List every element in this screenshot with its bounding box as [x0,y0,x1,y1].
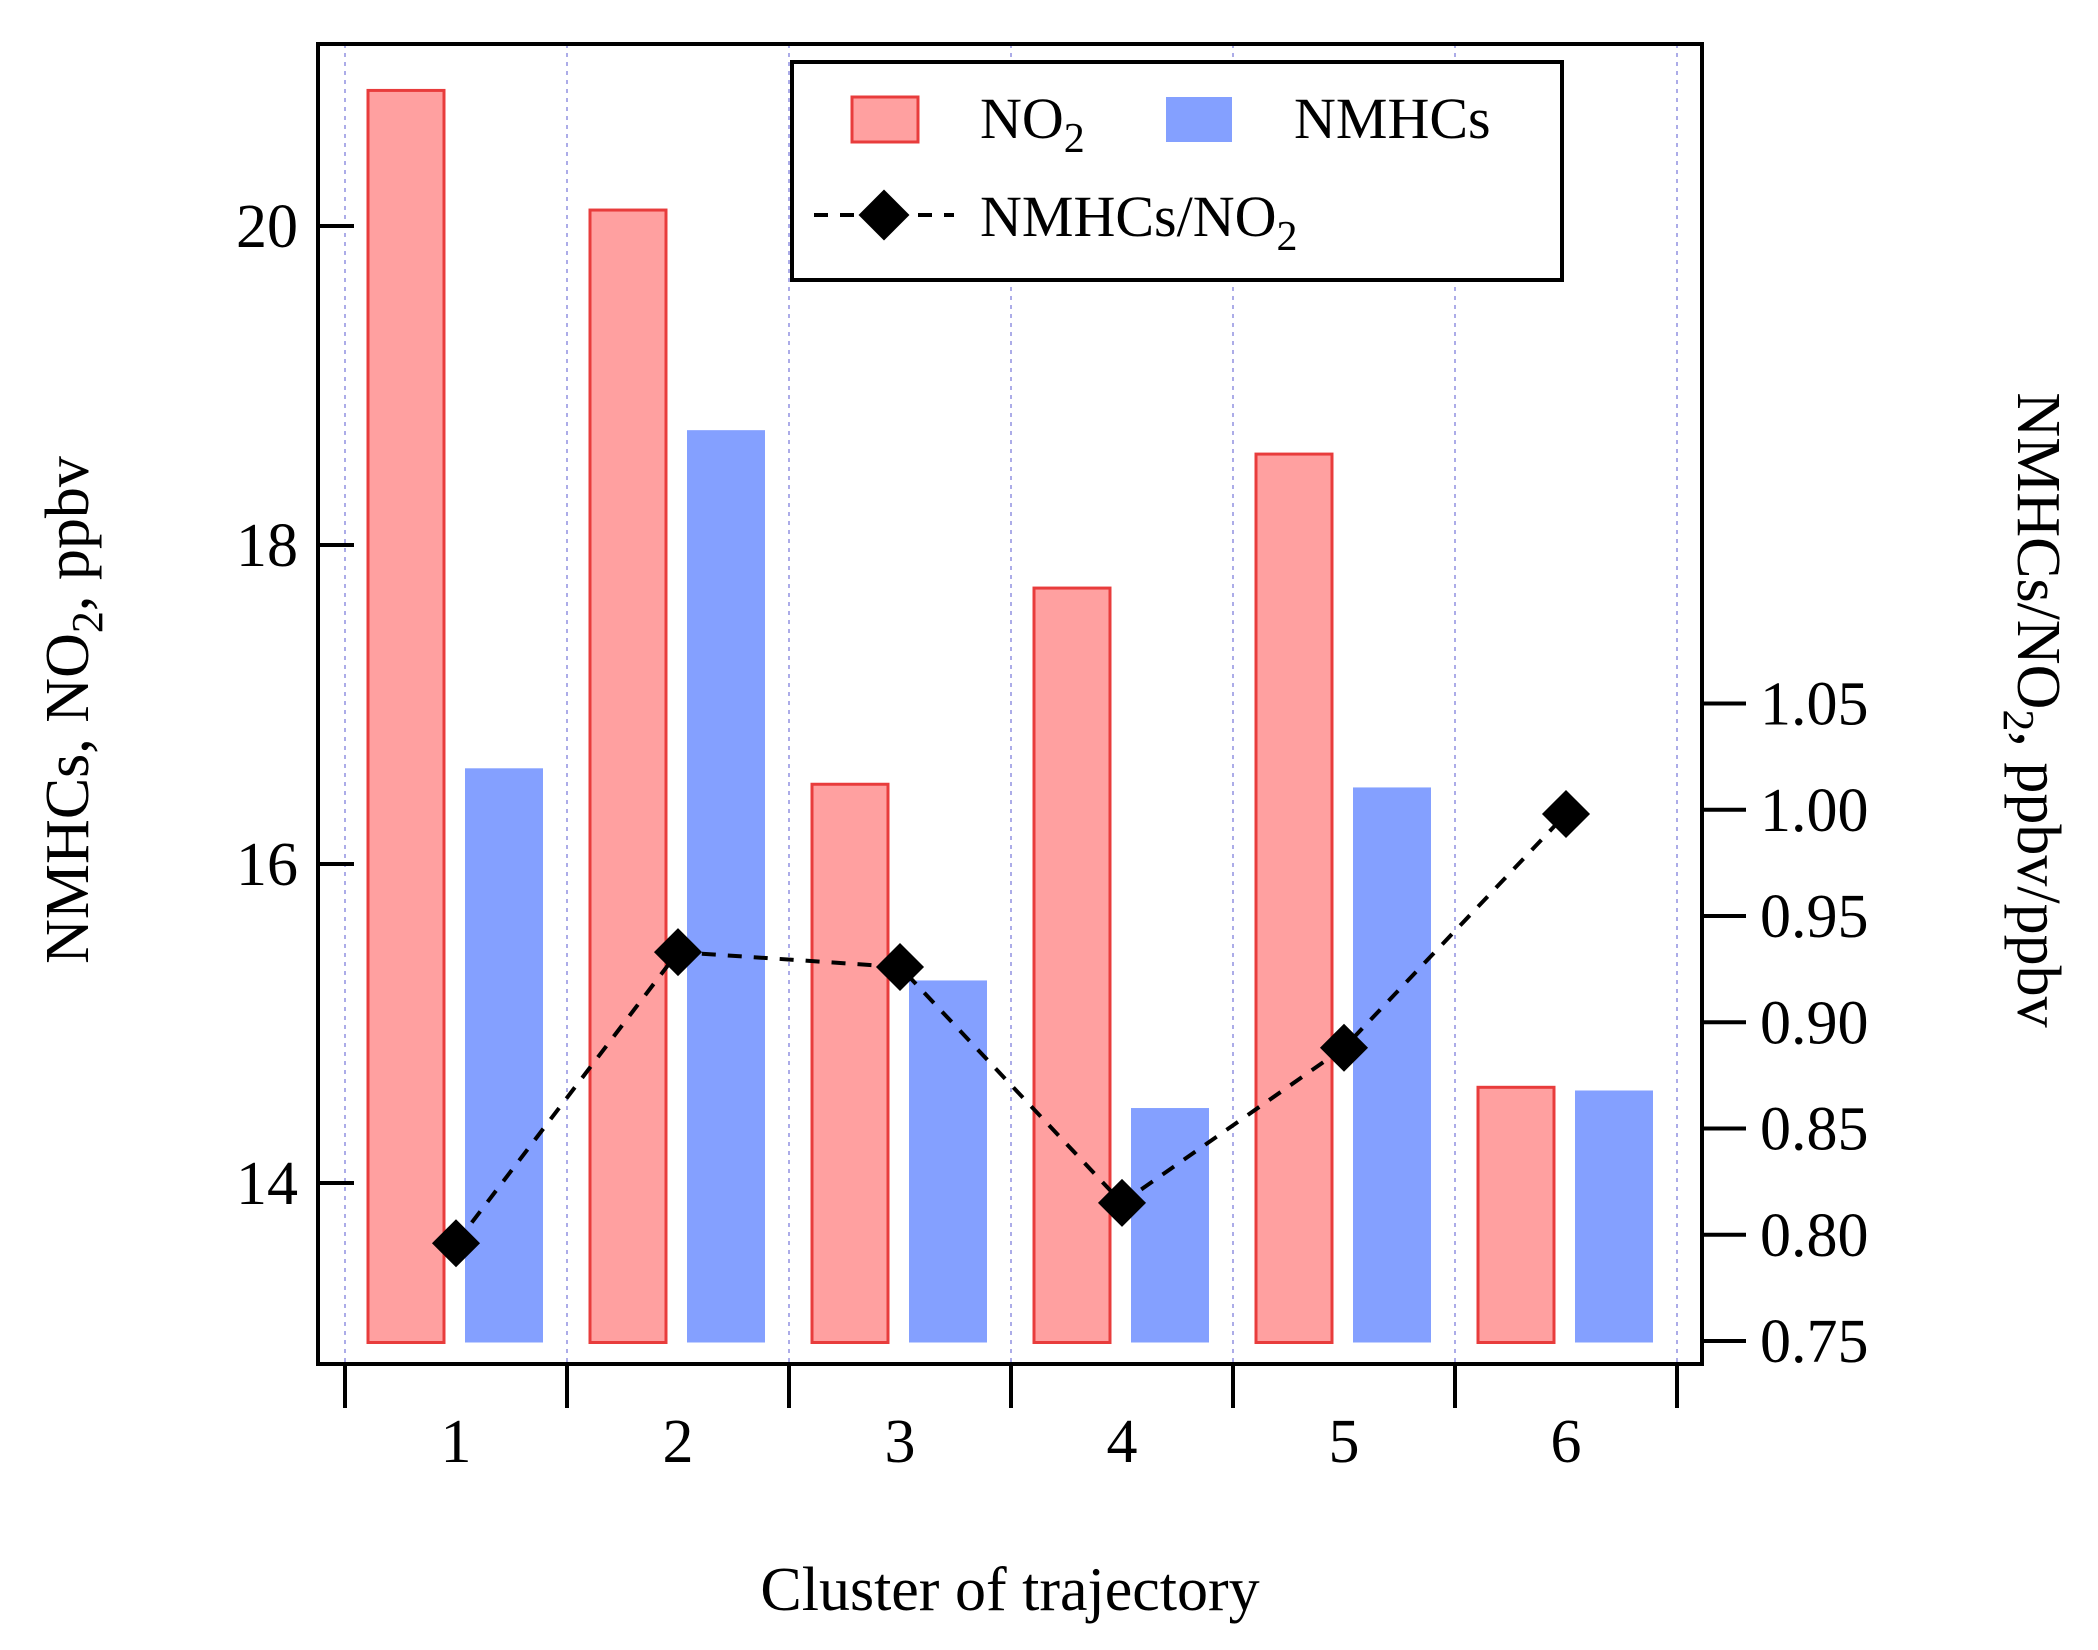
ratio-point [1541,789,1591,839]
right-tick-label: 0.75 [1760,1308,1869,1376]
bar-no2 [588,208,668,1344]
x-tick-label: 1 [441,1408,472,1476]
bar-nmhcs [465,768,543,1343]
x-axis: 1 2 3 4 5 6 [343,1364,1679,1476]
x-tick-label: 5 [1329,1408,1360,1476]
left-tick-label: 14 [236,1150,298,1218]
bars [366,88,1653,1345]
left-axis-title: NMHCs, NO2, ppbv [34,456,112,964]
right-tick-label: 0.90 [1760,989,1869,1057]
left-tick-label: 18 [236,512,298,580]
bar-no2 [1032,586,1112,1344]
bar-no2 [366,88,446,1344]
right-axis: 0.75 0.80 0.85 0.90 0.95 1.00 1.05 [1700,671,1869,1376]
right-tick-label: 1.05 [1760,671,1869,739]
right-tick-label: 0.95 [1760,883,1869,951]
bar-nmhcs [1131,1108,1209,1343]
ratio-point [875,942,925,992]
x-tick-label: 4 [1107,1408,1138,1476]
right-axis-title: NMHCs/NO2, ppbv/ppbv [1994,392,2072,1027]
x-tick-label: 3 [885,1408,916,1476]
left-tick-label: 16 [236,831,298,899]
legend-label-ratio: NMHCs/NO2 [980,184,1298,260]
legend-swatch-no2 [850,95,920,144]
bar-nmhcs [909,980,987,1343]
legend-swatch-nmhcs [1166,97,1232,142]
right-tick-label: 1.00 [1760,777,1869,845]
bar-no2 [810,782,890,1344]
bar-no2 [1254,452,1334,1344]
legend: NO2 NMHCs NMHCs/NO2 [790,60,1564,282]
legend-marker-ratio [858,189,910,241]
x-axis-title: Cluster of trajectory [760,1556,1259,1624]
bar-nmhcs [1353,787,1431,1343]
bar-nmhcs [687,430,765,1343]
ratio-point [653,928,703,977]
bar-nmhcs [1575,1090,1653,1343]
x-tick-label: 2 [663,1408,694,1476]
legend-label-nmhcs: NMHCs [1294,86,1491,151]
right-tick-label: 0.85 [1760,1096,1869,1164]
legend-label-no2: NO2 [980,86,1085,162]
left-tick-label: 20 [236,193,298,261]
bar-no2 [1476,1085,1556,1345]
right-tick-label: 0.80 [1760,1202,1869,1270]
x-tick-label: 6 [1551,1408,1582,1476]
left-axis: 14 16 18 20 [236,193,354,1218]
